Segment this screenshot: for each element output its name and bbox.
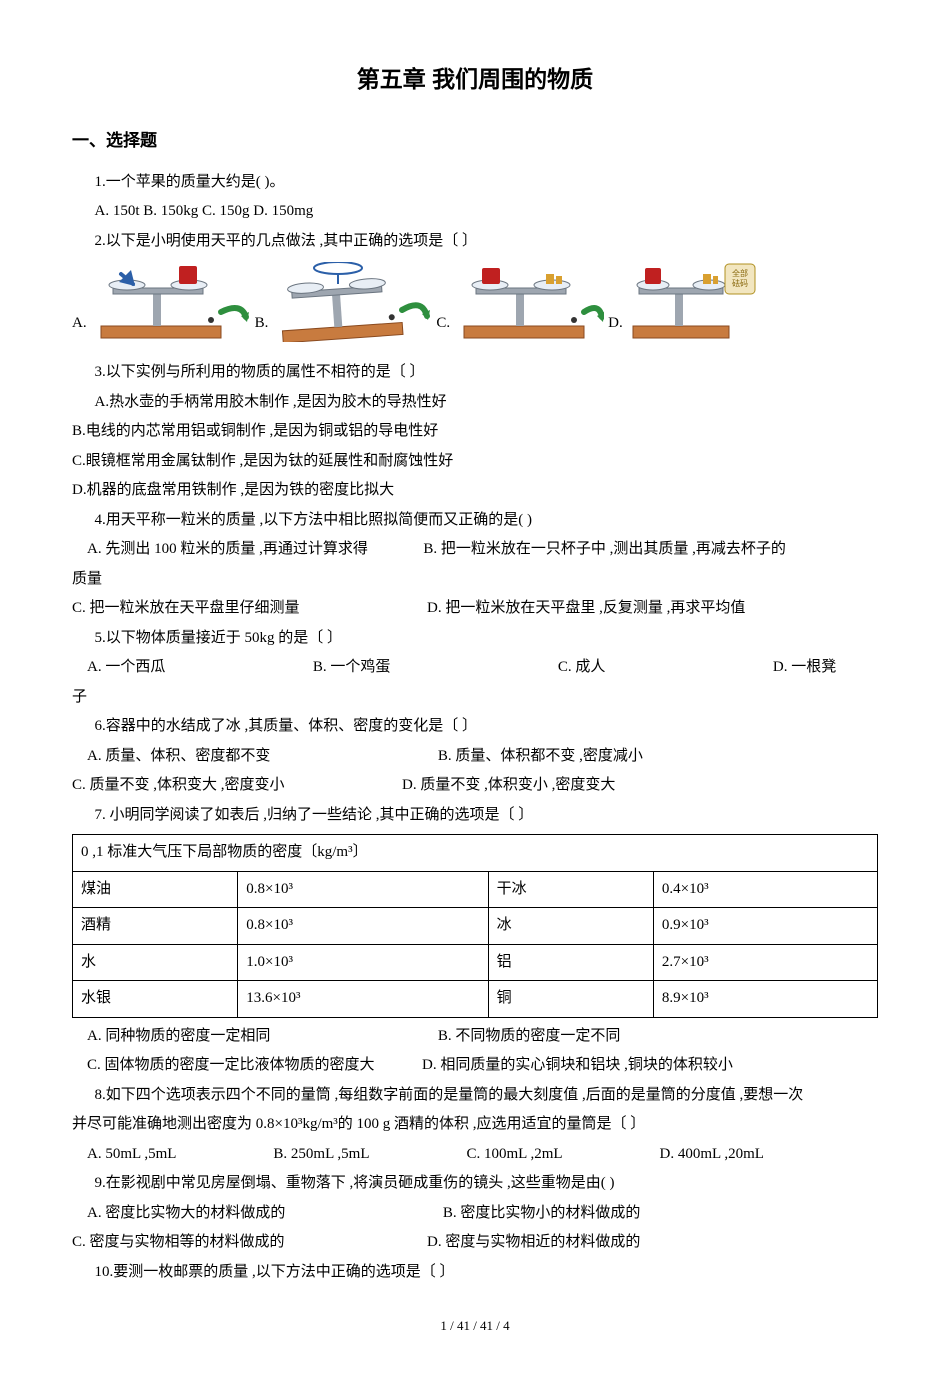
q4-stem: 4.用天平称一粒米的质量 ,以下方法中相比照拟简便而又正确的是( ) <box>72 508 878 534</box>
q8-stem2: 并尽可能准确地测出密度为 0.8×10³kg/m³的 100 g 酒精的体积 ,… <box>72 1112 878 1138</box>
table-row: 煤油 0.8×10³ 干冰 0.4×10³ <box>73 871 878 908</box>
q2-label-a: A. <box>72 311 87 343</box>
q2-image-a <box>91 262 251 342</box>
q6-row-ab: A. 质量、体积、密度都不变 B. 质量、体积都不变 ,密度减小 <box>72 744 878 770</box>
q10-stem: 10.要测一枚邮票的质量 ,以下方法中正确的选项是〔 〕 <box>72 1260 878 1286</box>
q3-stem: 3.以下实例与所利用的物质的属性不相符的是〔 〕 <box>72 360 878 386</box>
q7-stem: 7. 小明同学阅读了如表后 ,归纳了一些结论 ,其中正确的选项是〔 〕 <box>72 803 878 829</box>
q6-stem: 6.容器中的水结成了冰 ,其质量、体积、密度的变化是〔 〕 <box>72 714 878 740</box>
q8-stem1: 8.如下四个选项表示四个不同的量筒 ,每组数字前面的是量筒的最大刻度值 ,后面的… <box>72 1083 878 1109</box>
cell: 铜 <box>488 981 653 1018</box>
q9-c: C. 密度与实物相等的材料做成的 <box>72 1234 285 1250</box>
q4-b1: B. 把一粒米放在一只杯子中 ,测出其质量 ,再减去杯子的 <box>423 541 786 557</box>
table-row: 水银 13.6×10³ 铜 8.9×10³ <box>73 981 878 1018</box>
q9-b: B. 密度比实物小的材料做成的 <box>443 1205 641 1221</box>
cell: 2.7×10³ <box>653 944 877 981</box>
q1-stem: 1.一个苹果的质量大约是( )。 <box>72 170 878 196</box>
table-row: 水 1.0×10³ 铝 2.7×10³ <box>73 944 878 981</box>
q9-d: D. 密度与实物相近的材料做成的 <box>427 1234 640 1250</box>
q5-b: B. 一个鸡蛋 <box>313 659 391 675</box>
q5-a: A. 一个西瓜 <box>87 659 165 675</box>
q2-image-d: 全部 砝码 <box>627 262 757 342</box>
cell: 0.8×10³ <box>238 908 488 945</box>
q5-d1: D. 一根凳 <box>773 659 836 675</box>
q6-d: D. 质量不变 ,体积变小 ,密度变大 <box>402 777 615 793</box>
q7-b: B. 不同物质的密度一定不同 <box>438 1028 621 1044</box>
q2-image-b <box>272 262 432 342</box>
q7-a: A. 同种物质的密度一定相同 <box>87 1028 270 1044</box>
q2-label-c: C. <box>436 311 450 343</box>
q8-b: B. 250mL ,5mL <box>273 1146 369 1162</box>
density-table-head: 0 ,1 标准大气压下局部物质的密度〔kg/m³〕 <box>73 835 878 872</box>
q3-a: A.热水壶的手柄常用胶木制作 ,是因为胶木的导热性好 <box>72 390 878 416</box>
q6-c: C. 质量不变 ,体积变大 ,密度变小 <box>72 777 285 793</box>
q9-stem: 9.在影视剧中常见房屋倒塌、重物落下 ,将演员砸成重伤的镜头 ,这些重物是由( … <box>72 1171 878 1197</box>
q2-image-row: A. B. <box>72 262 878 342</box>
q4-a: A. 先测出 100 粒米的质量 ,再通过计算求得 <box>87 541 368 557</box>
q7-d: D. 相同质量的实心铜块和铝块 ,铜块的体积较小 <box>422 1057 733 1073</box>
section-1-head: 一、选择题 <box>72 127 878 156</box>
cell: 1.0×10³ <box>238 944 488 981</box>
cell: 0.4×10³ <box>653 871 877 908</box>
page-title: 第五章 我们周围的物质 <box>72 60 878 99</box>
q2-label-d: D. <box>608 311 623 343</box>
q2-stem: 2.以下是小明使用天平的几点做法 ,其中正确的选项是〔 〕 <box>72 229 878 255</box>
cell: 冰 <box>488 908 653 945</box>
q5-d2: 子 <box>72 685 878 711</box>
page-footer: 1 / 41 / 41 / 4 <box>72 1315 878 1337</box>
q3-c: C.眼镜框常用金属钛制作 ,是因为钛的延展性和耐腐蚀性好 <box>72 449 878 475</box>
q8-a: A. 50mL ,5mL <box>87 1146 176 1162</box>
q7-c: C. 固体物质的密度一定比液体物质的密度大 <box>87 1057 375 1073</box>
svg-text:全部: 全部 <box>732 268 748 278</box>
q9-a: A. 密度比实物大的材料做成的 <box>87 1205 285 1221</box>
cell: 煤油 <box>73 871 238 908</box>
q4-c: C. 把一粒米放在天平盘里仔细测量 <box>72 600 300 616</box>
svg-text:砝码: 砝码 <box>732 278 748 288</box>
cell: 水 <box>73 944 238 981</box>
q9-row-cd: C. 密度与实物相等的材料做成的 D. 密度与实物相近的材料做成的 <box>72 1230 878 1256</box>
cell: 干冰 <box>488 871 653 908</box>
cell: 0.9×10³ <box>653 908 877 945</box>
q9-row-ab: A. 密度比实物大的材料做成的 B. 密度比实物小的材料做成的 <box>72 1201 878 1227</box>
q7-row-cd: C. 固体物质的密度一定比液体物质的密度大 D. 相同质量的实心铜块和铝块 ,铜… <box>72 1053 878 1079</box>
q5-opts: A. 一个西瓜 B. 一个鸡蛋 C. 成人 D. 一根凳 <box>72 655 878 681</box>
q5-stem: 5.以下物体质量接近于 50kg 的是〔 〕 <box>72 626 878 652</box>
q2-label-b: B. <box>255 311 269 343</box>
q8-c: C. 100mL ,2mL <box>466 1146 562 1162</box>
cell: 铝 <box>488 944 653 981</box>
cell: 水银 <box>73 981 238 1018</box>
q3-b: B.电线的内芯常用铝或铜制作 ,是因为铜或铝的导电性好 <box>72 419 878 445</box>
q5-c: C. 成人 <box>558 659 606 675</box>
table-row: 酒精 0.8×10³ 冰 0.9×10³ <box>73 908 878 945</box>
q8-opts: A. 50mL ,5mL B. 250mL ,5mL C. 100mL ,2mL… <box>72 1142 878 1168</box>
q6-row-cd: C. 质量不变 ,体积变大 ,密度变小 D. 质量不变 ,体积变小 ,密度变大 <box>72 773 878 799</box>
cell: 13.6×10³ <box>238 981 488 1018</box>
q4-b2: 质量 <box>72 567 878 593</box>
cell: 酒精 <box>73 908 238 945</box>
q4-row-cd: C. 把一粒米放在天平盘里仔细测量 D. 把一粒米放在天平盘里 ,反复测量 ,再… <box>72 596 878 622</box>
cell: 0.8×10³ <box>238 871 488 908</box>
q6-a: A. 质量、体积、密度都不变 <box>87 748 270 764</box>
density-table: 0 ,1 标准大气压下局部物质的密度〔kg/m³〕 煤油 0.8×10³ 干冰 … <box>72 834 878 1018</box>
q1-opts: A. 150t B. 150kg C. 150g D. 150mg <box>72 199 878 225</box>
q6-b: B. 质量、体积都不变 ,密度减小 <box>438 748 643 764</box>
q2-image-c <box>454 262 604 342</box>
q4-row-ab: A. 先测出 100 粒米的质量 ,再通过计算求得 B. 把一粒米放在一只杯子中… <box>72 537 878 563</box>
cell: 8.9×10³ <box>653 981 877 1018</box>
q4-d: D. 把一粒米放在天平盘里 ,反复测量 ,再求平均值 <box>427 600 745 616</box>
q3-d: D.机器的底盘常用铁制作 ,是因为铁的密度比拟大 <box>72 478 878 504</box>
q7-row-ab: A. 同种物质的密度一定相同 B. 不同物质的密度一定不同 <box>72 1024 878 1050</box>
q8-d: D. 400mL ,20mL <box>660 1146 764 1162</box>
